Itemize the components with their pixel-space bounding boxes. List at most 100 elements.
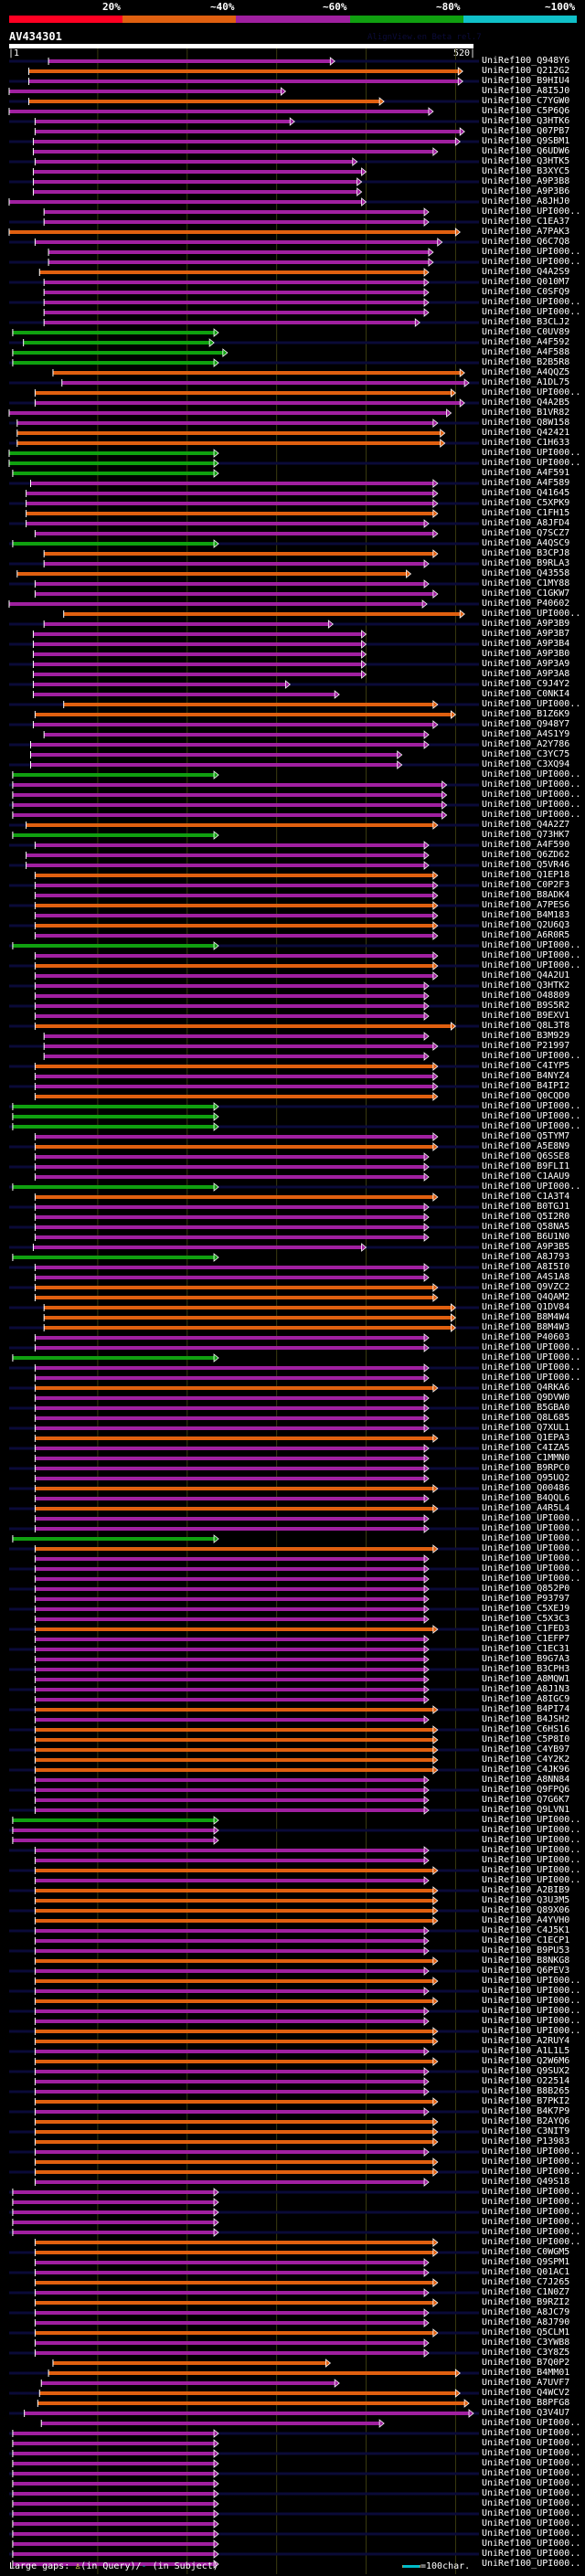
hit-label[interactable]: UniRef100_A2Y786 <box>482 739 570 749</box>
alignment-bar[interactable] <box>35 1869 434 1872</box>
hit-row[interactable] <box>34 589 439 599</box>
hit-row[interactable] <box>9 1404 479 1413</box>
hit-label[interactable]: UniRef100_UPI000.. <box>482 769 581 779</box>
hit-row[interactable] <box>9 2449 479 2458</box>
alignment-bar[interactable] <box>12 331 216 334</box>
hit-row[interactable] <box>9 1022 479 1031</box>
hit-label[interactable]: UniRef100_C4IZA5 <box>482 1443 570 1453</box>
alignment-bar[interactable] <box>44 1044 434 1048</box>
hit-row[interactable] <box>12 1112 219 1121</box>
hit-label[interactable]: UniRef100_B4NYZ4 <box>482 1071 570 1081</box>
hit-row[interactable] <box>9 1866 479 1875</box>
alignment-bar[interactable] <box>26 502 434 505</box>
alignment-bar[interactable] <box>35 120 292 123</box>
hit-row[interactable] <box>9 1524 479 1533</box>
hit-label[interactable]: UniRef100_Q4WCV2 <box>482 2388 570 2398</box>
hit-label[interactable]: UniRef100_UPI000.. <box>482 1986 581 1996</box>
alignment-bar[interactable] <box>35 1989 426 1993</box>
alignment-bar[interactable] <box>35 984 426 988</box>
hit-row[interactable] <box>34 1997 439 2006</box>
alignment-bar[interactable] <box>12 2532 216 2536</box>
hit-row[interactable] <box>34 951 439 960</box>
alignment-bar[interactable] <box>35 1266 426 1269</box>
hit-row[interactable] <box>34 911 439 920</box>
alignment-bar[interactable] <box>35 2110 426 2114</box>
hit-label[interactable]: UniRef100_UPI000.. <box>482 950 581 960</box>
hit-row[interactable] <box>9 1203 479 1212</box>
hit-row[interactable] <box>34 1514 430 1523</box>
hit-row[interactable] <box>9 1645 479 1654</box>
alignment-bar[interactable] <box>35 2281 434 2284</box>
hit-label[interactable]: UniRef100_UPI000.. <box>482 2167 581 2177</box>
hit-row[interactable] <box>34 1152 430 1161</box>
hit-row[interactable] <box>34 1856 430 1865</box>
alignment-bar[interactable] <box>35 1648 426 1651</box>
alignment-bar[interactable] <box>33 673 363 676</box>
hit-row[interactable] <box>34 1293 439 1302</box>
alignment-bar[interactable] <box>12 1818 216 1822</box>
hit-row[interactable] <box>32 650 367 659</box>
hit-label[interactable]: UniRef100_A4QQZ5 <box>482 367 570 377</box>
alignment-bar[interactable] <box>12 1125 216 1129</box>
hit-row[interactable] <box>32 690 340 699</box>
hit-label[interactable]: UniRef100_Q9DVW0 <box>482 1393 570 1403</box>
alignment-bar[interactable] <box>35 1577 426 1581</box>
hit-label[interactable]: UniRef100_UPI000.. <box>482 207 581 217</box>
alignment-bar[interactable] <box>48 250 430 254</box>
alignment-bar[interactable] <box>35 934 434 938</box>
hit-row[interactable] <box>9 1987 479 1996</box>
hit-label[interactable]: UniRef100_C1FED3 <box>482 1624 570 1634</box>
hit-row[interactable] <box>9 881 479 890</box>
alignment-bar[interactable] <box>9 200 363 204</box>
hit-label[interactable]: UniRef100_P93797 <box>482 1594 570 1604</box>
hit-label[interactable]: UniRef100_B9PU53 <box>482 1945 570 1956</box>
hit-label[interactable]: UniRef100_UPI000.. <box>482 1845 581 1855</box>
hit-label[interactable]: UniRef100_UPI000.. <box>482 1121 581 1131</box>
alignment-bar[interactable] <box>35 1567 426 1571</box>
hit-label[interactable]: UniRef100_Q8L3T8 <box>482 1021 570 1031</box>
hit-row[interactable] <box>9 238 479 247</box>
hit-label[interactable]: UniRef100_A4F589 <box>482 478 570 488</box>
alignment-bar[interactable] <box>48 2371 457 2375</box>
hit-row[interactable] <box>12 2560 219 2569</box>
hit-label[interactable]: UniRef100_Q00486 <box>482 1483 570 1493</box>
alignment-bar[interactable] <box>44 1306 452 1309</box>
alignment-bar[interactable] <box>35 1477 426 1480</box>
hit-label[interactable]: UniRef100_A9P3B0 <box>482 649 570 659</box>
alignment-bar[interactable] <box>35 1235 426 1239</box>
hit-label[interactable]: UniRef100_UPI000.. <box>482 247 581 257</box>
hit-row[interactable] <box>9 2469 479 2478</box>
hit-label[interactable]: UniRef100_C5XPK9 <box>482 498 570 508</box>
hit-label[interactable]: UniRef100_C4JK96 <box>482 1765 570 1775</box>
alignment-bar[interactable] <box>12 1115 216 1118</box>
hit-label[interactable]: UniRef100_UPI000.. <box>482 448 581 458</box>
hit-label[interactable]: UniRef100_O48809 <box>482 991 570 1001</box>
hit-row[interactable] <box>52 2359 332 2368</box>
hit-label[interactable]: UniRef100_C6HS16 <box>482 1724 570 1734</box>
alignment-bar[interactable] <box>35 1859 426 1862</box>
hit-row[interactable] <box>9 217 479 227</box>
hit-row[interactable] <box>9 620 479 629</box>
alignment-bar[interactable] <box>35 904 434 907</box>
hit-row[interactable] <box>9 2308 479 2317</box>
hit-row[interactable] <box>12 831 219 840</box>
hit-label[interactable]: UniRef100_Q7SCZ7 <box>482 528 570 538</box>
hit-row[interactable] <box>34 2077 430 2086</box>
hit-label[interactable]: UniRef100_B9EXV1 <box>482 1011 570 1021</box>
alignment-bar[interactable] <box>35 1929 426 1933</box>
hit-label[interactable]: UniRef100_A8NN84 <box>482 1775 570 1785</box>
hit-label[interactable]: UniRef100_B4JSH2 <box>482 1714 570 1724</box>
alignment-bar[interactable] <box>35 1065 434 1068</box>
hit-row[interactable] <box>12 2519 219 2528</box>
hit-row[interactable] <box>9 499 479 508</box>
hit-label[interactable]: UniRef100_A4R5L4 <box>482 1503 570 1513</box>
hit-label[interactable]: UniRef100_A5E8N9 <box>482 1141 570 1151</box>
hit-row[interactable] <box>9 1363 479 1373</box>
alignment-bar[interactable] <box>48 59 332 63</box>
hit-label[interactable]: UniRef100_UPI000.. <box>482 2237 581 2247</box>
alignment-bar[interactable] <box>12 2472 216 2475</box>
alignment-bar[interactable] <box>9 461 216 465</box>
alignment-bar[interactable] <box>35 1668 426 1671</box>
hit-label[interactable]: UniRef100_Q41645 <box>482 488 570 498</box>
hit-row[interactable] <box>9 1142 479 1151</box>
